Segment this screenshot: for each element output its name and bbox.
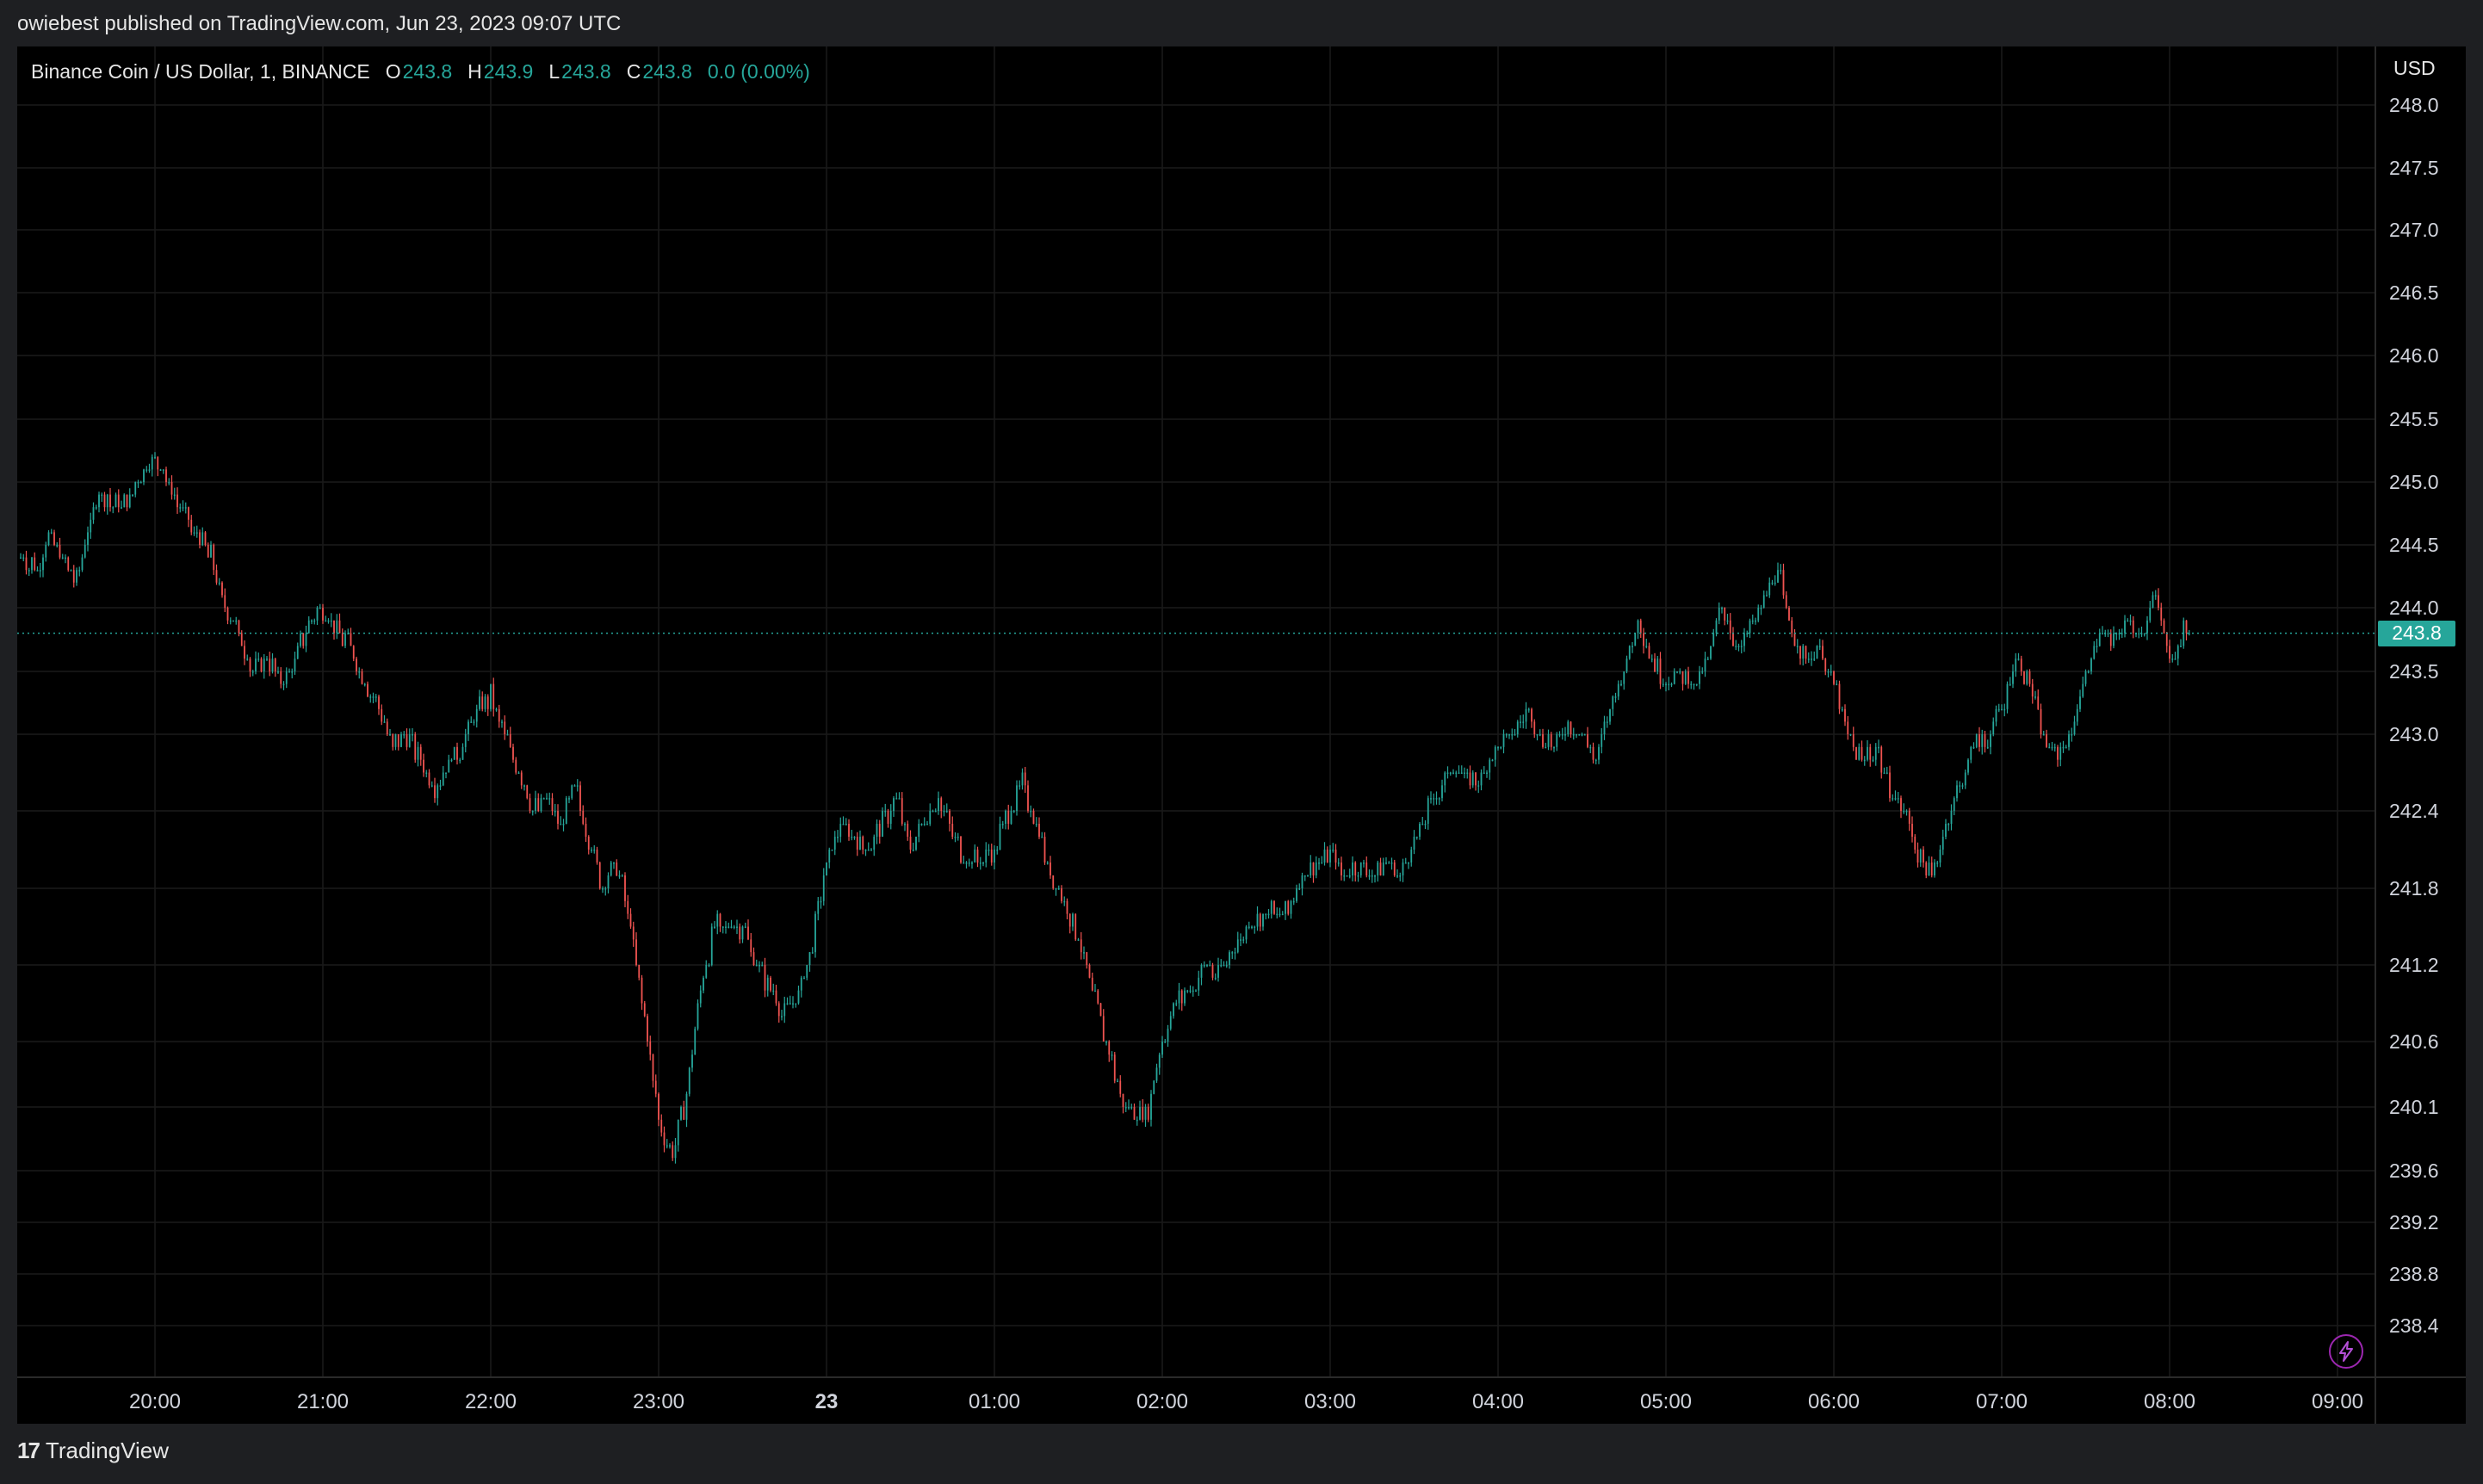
legend-high-value: 243.9 xyxy=(483,60,534,83)
tradingview-logo-icon: 17 xyxy=(17,1438,40,1463)
currency-label[interactable]: USD xyxy=(2393,57,2436,79)
last-price-label: 243.8 xyxy=(2378,620,2455,646)
legend-open-label: O xyxy=(385,60,401,83)
chart-pane[interactable] xyxy=(17,46,2375,1378)
chart-legend: Binance Coin / US Dollar, 1, BINANCE O243… xyxy=(31,60,812,83)
footer-brand: TradingView xyxy=(45,1438,169,1463)
time-scale-separator xyxy=(17,1376,2466,1378)
price-scale-separator xyxy=(2375,46,2376,1424)
legend-low-label: L xyxy=(548,60,560,83)
legend-close-value: 243.8 xyxy=(642,60,692,83)
time-scale[interactable] xyxy=(17,1378,2466,1424)
lightning-icon[interactable] xyxy=(2329,1334,2363,1369)
legend-low-value: 243.8 xyxy=(561,60,611,83)
footer[interactable]: 17 TradingView xyxy=(17,1438,169,1464)
lightning-glyph xyxy=(2339,1341,2353,1362)
legend-symbol: Binance Coin / US Dollar, 1, BINANCE xyxy=(31,60,370,83)
publisher-caption: owiebest published on TradingView.com, J… xyxy=(17,12,622,35)
legend-change: 0.0 (0.00%) xyxy=(707,60,810,83)
legend-high-label: H xyxy=(467,60,482,83)
legend-open-value: 243.8 xyxy=(402,60,453,83)
legend-close-label: C xyxy=(626,60,641,83)
price-scale[interactable] xyxy=(2376,46,2466,1378)
